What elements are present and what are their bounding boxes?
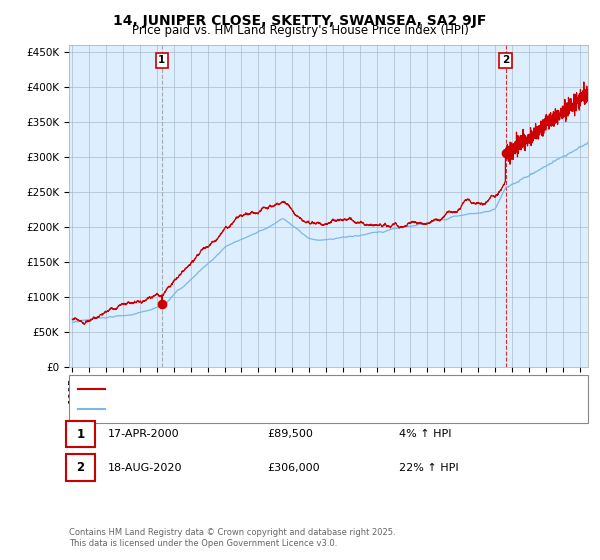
Text: 2: 2 bbox=[502, 55, 509, 65]
Text: Contains HM Land Registry data © Crown copyright and database right 2025.
This d: Contains HM Land Registry data © Crown c… bbox=[69, 528, 395, 548]
Text: 14, JUNIPER CLOSE, SKETTY, SWANSEA, SA2 9JF: 14, JUNIPER CLOSE, SKETTY, SWANSEA, SA2 … bbox=[113, 14, 487, 28]
Text: 1: 1 bbox=[76, 427, 85, 441]
Text: 17-APR-2000: 17-APR-2000 bbox=[108, 429, 179, 439]
Text: 4% ↑ HPI: 4% ↑ HPI bbox=[399, 429, 452, 439]
Text: £89,500: £89,500 bbox=[267, 429, 313, 439]
Text: 1: 1 bbox=[158, 55, 166, 65]
Text: 18-AUG-2020: 18-AUG-2020 bbox=[108, 463, 182, 473]
Text: £306,000: £306,000 bbox=[267, 463, 320, 473]
Text: 14, JUNIPER CLOSE, SKETTY, SWANSEA, SA2 9JF (detached house): 14, JUNIPER CLOSE, SKETTY, SWANSEA, SA2 … bbox=[111, 384, 454, 394]
Text: 22% ↑ HPI: 22% ↑ HPI bbox=[399, 463, 458, 473]
Text: Price paid vs. HM Land Registry's House Price Index (HPI): Price paid vs. HM Land Registry's House … bbox=[131, 24, 469, 37]
Text: HPI: Average price, detached house, Swansea: HPI: Average price, detached house, Swan… bbox=[111, 404, 350, 414]
Text: 2: 2 bbox=[76, 461, 85, 474]
